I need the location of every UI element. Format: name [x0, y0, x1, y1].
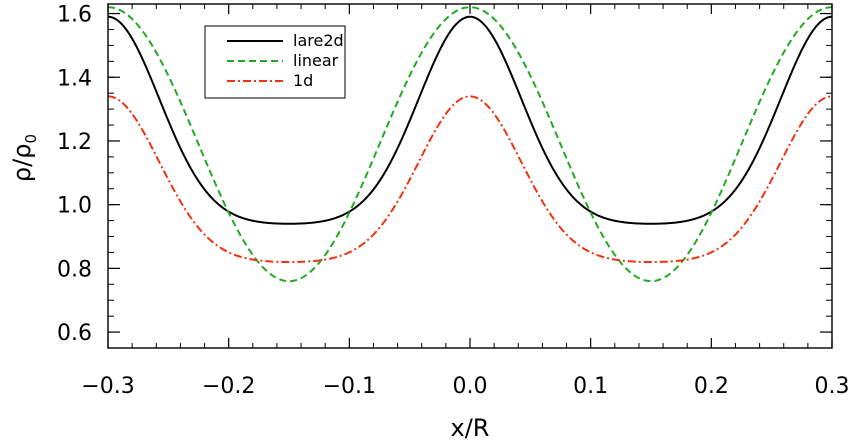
- x-axis-label: x/R: [451, 414, 490, 442]
- x-tick-label: 0.3: [815, 374, 850, 399]
- y-tick-label: 0.6: [57, 321, 92, 346]
- y-tick-label: 1.4: [57, 66, 92, 91]
- svg-text:ρ/ρ0: ρ/ρ0: [8, 134, 40, 182]
- x-tick-label: −0.3: [81, 374, 134, 399]
- legend-label-linear: linear: [293, 51, 339, 70]
- legend-box: [204, 25, 346, 99]
- legend-label-lare2d: lare2d: [293, 31, 344, 50]
- ticks: [107, 4, 833, 349]
- y-axis-label-main: ρ/ρ: [8, 143, 36, 182]
- y-tick-label: 1.2: [57, 130, 92, 155]
- series-line-1d: [108, 95, 832, 263]
- y-tick-label: 0.8: [57, 257, 92, 282]
- x-tick-label: 0.2: [694, 374, 729, 399]
- x-tick-label: −0.2: [202, 374, 255, 399]
- plot-frame: [107, 3, 833, 349]
- x-tick-label: 0.1: [573, 374, 608, 399]
- x-tick-label: −0.1: [323, 374, 376, 399]
- y-tick-label: 1.0: [57, 194, 92, 219]
- x-tick-label: 0.0: [453, 374, 488, 399]
- y-tick-label: 1.6: [57, 3, 92, 28]
- y-axis-label-subscript: 0: [22, 134, 40, 144]
- y-axis-label: ρ/ρ0: [8, 134, 40, 182]
- series-group: [108, 6, 832, 283]
- tick-labels: −0.3 −0.2 −0.1 0.0 0.1 0.2 0.3 0.6 0.8 1.0 1.2 1.4 1…: [57, 3, 850, 399]
- series-line-linear: [108, 6, 832, 283]
- series-line-lare2d: [108, 15, 832, 225]
- legend-label-1d: 1d: [293, 71, 313, 90]
